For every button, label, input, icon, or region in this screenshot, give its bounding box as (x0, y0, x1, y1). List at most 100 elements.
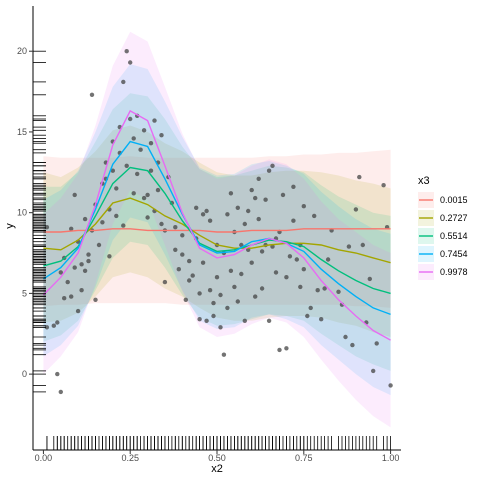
data-point (381, 183, 386, 188)
series-line-0-9978 (42, 109, 391, 341)
data-point (367, 276, 372, 282)
data-point (200, 212, 206, 217)
data-point (75, 308, 81, 314)
x-rug (46, 436, 392, 450)
data-point (277, 347, 282, 353)
data-point (82, 268, 88, 273)
x-tick-label: 1.00 (382, 453, 400, 463)
data-point (79, 288, 84, 293)
y-axis-title: y (4, 223, 16, 229)
data-point (72, 265, 77, 270)
data-point (135, 171, 140, 177)
x-tick-label: 0.50 (208, 453, 226, 463)
legend-label-0-5514: 0.5514 (440, 231, 468, 241)
legend-label-0-7454: 0.7454 (440, 249, 468, 259)
data-point (266, 318, 272, 323)
data-point (322, 286, 327, 291)
data-point (79, 262, 84, 267)
data-point (114, 213, 119, 219)
y-tick-label: 10 (17, 208, 27, 218)
data-point (141, 128, 147, 133)
data-point (44, 325, 50, 330)
data-point (211, 313, 216, 319)
y-tick-label: 15 (17, 127, 27, 137)
data-point (228, 191, 234, 196)
data-point (246, 208, 251, 214)
data-point (325, 257, 331, 262)
data-point (72, 192, 77, 198)
data-point (249, 260, 254, 265)
series-line-0-0015 (43, 228, 391, 233)
data-point (138, 147, 143, 152)
data-point (319, 317, 324, 322)
data-point (51, 323, 56, 328)
data-point (259, 286, 265, 291)
data-point (152, 118, 157, 123)
data-point (58, 389, 63, 395)
data-point (235, 205, 240, 210)
data-point (256, 176, 261, 181)
data-point (270, 163, 275, 168)
x-axis-title: x2 (211, 463, 223, 475)
data-point (58, 270, 63, 275)
data-point (110, 168, 116, 173)
data-point (183, 297, 188, 302)
data-point (259, 249, 265, 254)
data-point (284, 346, 289, 351)
data-point (225, 212, 230, 217)
data-point (69, 294, 74, 299)
data-point (180, 252, 185, 257)
data-point (305, 313, 310, 319)
data-point (176, 267, 181, 272)
legend-title: x3 (418, 175, 430, 187)
data-point (263, 197, 268, 202)
data-point (61, 296, 67, 301)
data-point (350, 342, 355, 348)
data-point (173, 225, 178, 230)
data-point (266, 168, 272, 173)
data-point (194, 205, 199, 210)
data-point (121, 223, 126, 228)
data-point (346, 244, 352, 249)
data-point (336, 289, 341, 294)
data-point (148, 141, 154, 146)
data-point (232, 284, 237, 290)
data-point (291, 184, 296, 189)
data-point (204, 318, 209, 323)
data-point (55, 371, 60, 377)
data-point (218, 292, 223, 298)
data-point (270, 244, 275, 249)
data-point (218, 325, 223, 330)
data-point (374, 341, 379, 346)
data-point (287, 254, 293, 259)
data-point (180, 233, 185, 238)
y-rug (33, 50, 46, 393)
data-point (128, 60, 133, 65)
data-point (343, 334, 348, 340)
data-point (197, 317, 202, 322)
data-point (211, 300, 216, 306)
data-point (301, 204, 306, 209)
data-point (235, 299, 240, 304)
data-point (204, 208, 209, 214)
data-point (353, 207, 359, 212)
data-point (284, 275, 289, 280)
band-0-7454 (43, 64, 391, 396)
data-point (100, 220, 105, 225)
data-point (371, 368, 376, 374)
legend-label-0-0015: 0.0015 (440, 195, 468, 205)
data-point (162, 279, 168, 285)
data-point (256, 216, 261, 222)
data-point (141, 195, 147, 201)
data-point (239, 242, 244, 248)
data-point (273, 270, 279, 275)
series-line-0-2727 (43, 197, 391, 264)
data-points (44, 49, 393, 395)
data-point (249, 187, 254, 193)
data-point (121, 79, 126, 85)
data-point (145, 215, 150, 220)
data-point (200, 260, 206, 265)
y-tick-label: 5 (22, 288, 27, 298)
data-point (308, 305, 313, 311)
